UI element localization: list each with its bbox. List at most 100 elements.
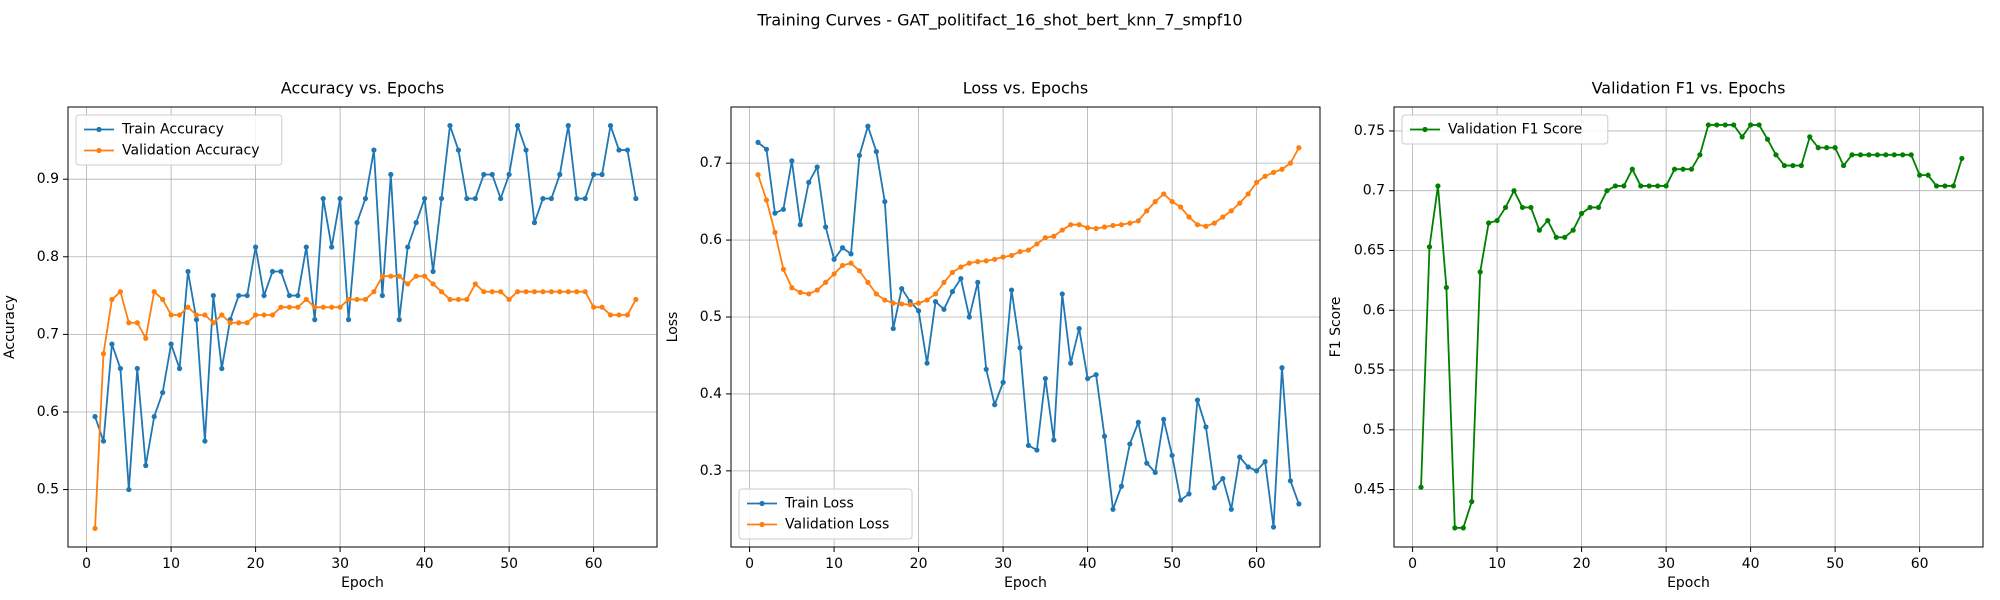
data-point xyxy=(1824,145,1830,151)
legend-box xyxy=(1401,114,1609,145)
data-point xyxy=(337,304,343,310)
data-point xyxy=(1203,424,1209,430)
data-point xyxy=(1460,525,1466,531)
data-point xyxy=(329,244,335,250)
data-point xyxy=(236,320,242,326)
data-point xyxy=(1211,220,1217,226)
data-point xyxy=(1161,191,1167,197)
data-point xyxy=(1807,134,1813,140)
data-point xyxy=(1604,188,1610,194)
data-point xyxy=(616,147,622,153)
data-point xyxy=(1135,419,1141,425)
data-point xyxy=(924,297,930,303)
data-point xyxy=(1595,204,1602,211)
data-point xyxy=(1925,172,1931,178)
data-point xyxy=(345,317,352,323)
y-tick-label: 0.7 xyxy=(1363,183,1385,199)
data-point xyxy=(1068,360,1074,366)
data-point xyxy=(865,279,871,285)
data-point xyxy=(354,220,360,226)
data-point xyxy=(1000,379,1006,385)
data-point xyxy=(1059,227,1065,233)
data-point xyxy=(780,206,786,212)
data-point xyxy=(540,289,546,295)
data-point xyxy=(1051,233,1057,239)
data-point xyxy=(506,296,512,303)
data-point xyxy=(1279,365,1285,371)
data-point xyxy=(388,273,394,279)
x-tick-label: 20 xyxy=(1573,556,1591,572)
data-point xyxy=(582,289,588,295)
data-point xyxy=(430,281,436,287)
data-point xyxy=(1748,122,1754,128)
y-tick-label: 0.45 xyxy=(1354,482,1385,498)
data-point xyxy=(117,289,123,295)
data-point xyxy=(1731,122,1737,128)
data-point xyxy=(531,289,538,295)
data-point xyxy=(763,146,770,152)
data-point xyxy=(591,171,597,178)
data-point xyxy=(1220,214,1226,220)
data-point xyxy=(160,389,166,396)
data-point xyxy=(498,289,504,295)
data-point xyxy=(1917,172,1923,178)
x-tick-label: 30 xyxy=(331,556,349,572)
data-point xyxy=(422,195,428,202)
data-point xyxy=(1519,204,1526,211)
data-point xyxy=(1587,204,1593,211)
legend-marker xyxy=(96,147,102,154)
data-point xyxy=(907,302,913,308)
data-point xyxy=(176,365,183,372)
data-point xyxy=(514,123,521,129)
y-tick-label: 0.5 xyxy=(700,309,722,325)
data-point xyxy=(100,438,107,444)
data-point xyxy=(1562,234,1568,240)
data-point xyxy=(109,341,115,347)
data-point xyxy=(1418,484,1424,490)
data-point xyxy=(1270,524,1277,530)
data-point xyxy=(1076,222,1082,228)
data-point xyxy=(1169,199,1175,205)
data-point xyxy=(932,291,939,297)
data-point xyxy=(362,195,369,202)
data-point xyxy=(1798,162,1804,169)
data-point xyxy=(1688,166,1695,172)
panel-title: Loss vs. Epochs xyxy=(963,79,1088,98)
data-point xyxy=(1629,166,1635,172)
data-point xyxy=(1186,491,1192,497)
data-point xyxy=(261,292,267,299)
data-point xyxy=(455,147,462,153)
data-point xyxy=(949,289,956,295)
data-point xyxy=(1127,441,1133,447)
x-tick-label: 10 xyxy=(162,556,180,572)
data-point xyxy=(624,312,631,318)
data-point xyxy=(143,335,149,341)
data-point xyxy=(582,195,588,202)
data-point xyxy=(624,147,631,153)
data-point xyxy=(1900,152,1906,158)
data-point xyxy=(193,317,200,323)
x-tick-label: 60 xyxy=(1911,556,1929,572)
data-point xyxy=(1245,464,1251,470)
data-point xyxy=(1612,183,1619,189)
data-point xyxy=(1781,162,1788,169)
data-point xyxy=(1118,483,1125,489)
data-point xyxy=(831,256,837,262)
data-point xyxy=(430,268,436,275)
data-point xyxy=(789,285,795,291)
data-point xyxy=(831,271,837,277)
data-point xyxy=(1008,252,1015,259)
data-point xyxy=(890,325,896,332)
data-point xyxy=(772,210,778,216)
data-point xyxy=(1127,220,1133,226)
data-point xyxy=(481,289,487,295)
legend-label: Train Accuracy xyxy=(121,122,224,138)
data-point xyxy=(438,289,445,295)
data-point xyxy=(210,320,216,326)
data-point xyxy=(1756,122,1762,128)
y-axis-label: F1 Score xyxy=(1328,297,1344,358)
data-point xyxy=(1101,433,1108,439)
data-point xyxy=(823,279,829,285)
